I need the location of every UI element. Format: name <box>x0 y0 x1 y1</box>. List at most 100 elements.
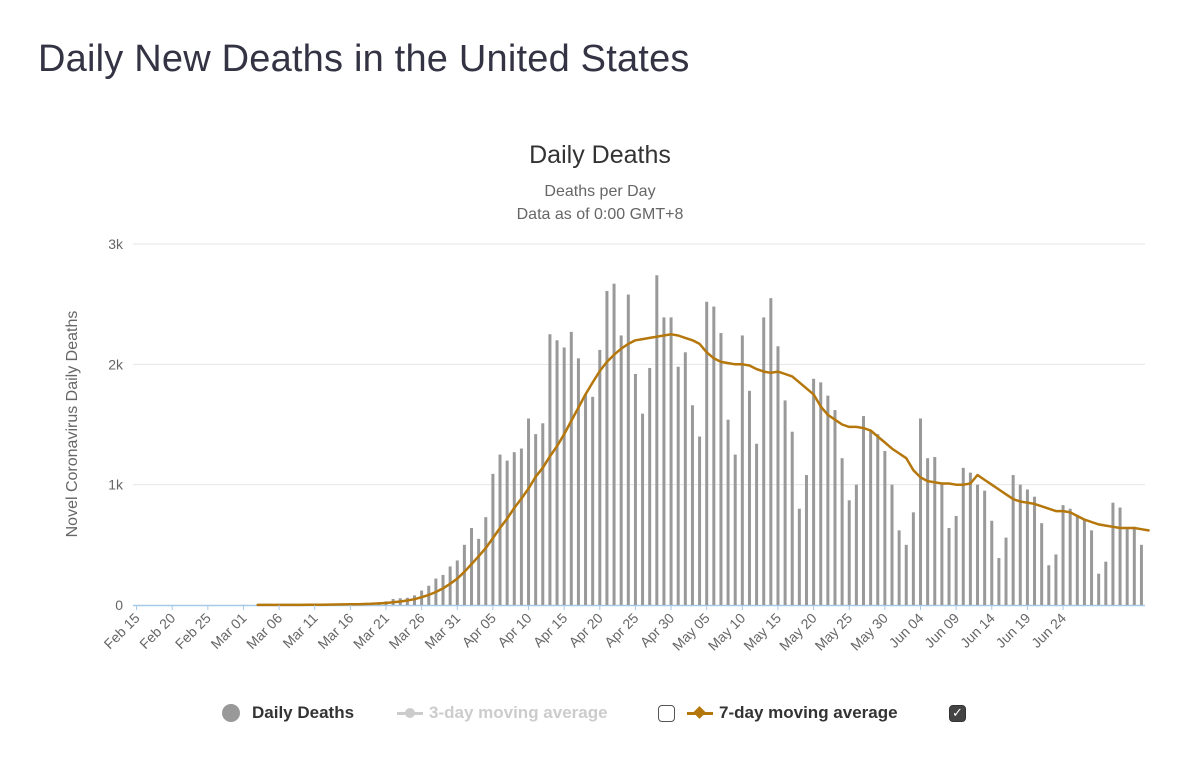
x-tick-label: Mar 31 <box>421 610 463 652</box>
bar-daily-deaths <box>726 419 730 605</box>
bar-daily-deaths <box>598 349 602 605</box>
bar-daily-deaths <box>876 434 880 605</box>
bar-daily-deaths <box>470 527 474 605</box>
x-tick-label: May 20 <box>776 610 820 654</box>
legend-item-3day-ma[interactable]: 3-day moving average <box>397 698 608 728</box>
legend-item-daily-deaths[interactable]: Daily Deaths <box>222 698 354 728</box>
bar-daily-deaths <box>626 294 630 605</box>
x-tick-label: Mar 01 <box>207 610 249 652</box>
legend-3day-ma-swatch <box>397 706 423 720</box>
legend-daily-deaths-swatch <box>222 704 240 722</box>
bar-daily-deaths <box>591 396 595 605</box>
legend-3day-ma-label: 3-day moving average <box>429 703 608 722</box>
bar-daily-deaths <box>534 434 538 605</box>
bar-daily-deaths <box>847 500 851 605</box>
bar-daily-deaths <box>519 448 523 605</box>
bar-daily-deaths <box>1082 519 1086 605</box>
bar-daily-deaths <box>904 544 908 605</box>
bar-daily-deaths <box>1068 508 1072 605</box>
bar-daily-deaths <box>1097 573 1101 605</box>
bar-daily-deaths <box>641 413 645 605</box>
legend-daily-deaths-label: Daily Deaths <box>252 703 355 722</box>
bar-daily-deaths <box>861 416 865 605</box>
bar-daily-deaths <box>698 436 702 605</box>
x-tick-label: Mar 16 <box>314 610 356 652</box>
chart-title: Daily Deaths <box>529 141 671 169</box>
y-axis-label: Novel Coronavirus Daily Deaths <box>64 311 81 538</box>
legend-item-7day-ma[interactable]: 7-day moving average <box>687 698 898 728</box>
bar-daily-deaths <box>890 484 894 605</box>
bar-daily-deaths <box>826 395 830 605</box>
bar-daily-deaths <box>762 317 766 605</box>
bar-daily-deaths <box>455 560 459 605</box>
bar-daily-deaths <box>1047 565 1051 605</box>
x-tick-label: Apr 05 <box>459 610 500 651</box>
x-tick-label: May 30 <box>847 610 891 654</box>
bar-daily-deaths <box>747 390 751 605</box>
x-tick-label: Apr 10 <box>494 610 535 651</box>
bar-daily-deaths <box>527 418 531 605</box>
bar-daily-deaths <box>569 331 573 605</box>
bar-daily-deaths <box>769 298 773 605</box>
bar-daily-deaths <box>740 335 744 605</box>
bar-daily-deaths <box>512 452 516 605</box>
bar-daily-deaths <box>1075 514 1079 605</box>
x-tick-label: Mar 26 <box>386 610 428 652</box>
bar-daily-deaths <box>976 484 980 605</box>
x-tick-label: Feb 15 <box>101 610 143 652</box>
bar-daily-deaths <box>669 317 673 605</box>
bar-daily-deaths <box>1018 484 1022 605</box>
x-tick-label: Mar 06 <box>243 610 285 652</box>
bar-daily-deaths <box>1033 496 1037 605</box>
bar-daily-deaths <box>854 484 858 605</box>
bar-daily-deaths <box>911 512 915 605</box>
bar-daily-deaths <box>462 544 466 605</box>
x-tick-label: May 25 <box>812 610 856 654</box>
bar-daily-deaths <box>997 558 1001 605</box>
bar-daily-deaths <box>783 400 787 605</box>
bar-daily-deaths <box>712 306 716 605</box>
bar-daily-deaths <box>648 367 652 605</box>
bar-daily-deaths <box>619 335 623 605</box>
bar-daily-deaths <box>655 275 659 605</box>
x-tick-label: Jun 04 <box>886 610 927 651</box>
bar-daily-deaths <box>1011 475 1015 605</box>
x-tick-label: Jun 09 <box>921 610 962 651</box>
bar-daily-deaths <box>633 373 637 605</box>
bar-daily-deaths <box>683 352 687 605</box>
bar-daily-deaths <box>840 458 844 605</box>
bar-daily-deaths <box>584 394 588 605</box>
x-tick-label: Apr 20 <box>565 610 606 651</box>
chart-subtitle-line-2: Data as of 0:00 GMT+8 <box>517 206 684 223</box>
bar-daily-deaths <box>804 475 808 605</box>
bar-daily-deaths <box>477 538 481 605</box>
x-tick-label: May 15 <box>740 610 784 654</box>
bar-daily-deaths <box>1061 505 1065 605</box>
bar-daily-deaths <box>1054 554 1058 605</box>
y-tick-label: 1k <box>108 477 124 493</box>
bar-daily-deaths <box>883 450 887 605</box>
bar-daily-deaths <box>612 283 616 605</box>
bar-daily-deaths <box>1025 489 1029 605</box>
bar-daily-deaths <box>833 410 837 605</box>
line-7day-moving-average <box>256 333 1150 607</box>
legend-7day-ma-swatch <box>687 706 713 720</box>
bar-daily-deaths <box>1104 561 1108 605</box>
bar-daily-deaths <box>947 527 951 605</box>
bar-daily-deaths <box>541 423 545 605</box>
checkbox-7day-ma[interactable]: ✓ <box>949 705 966 722</box>
bar-daily-deaths <box>1090 530 1094 605</box>
chart-legend: Daily Deaths 3-day moving average 7-day … <box>0 698 1200 728</box>
checkbox-3day-ma[interactable] <box>658 705 675 722</box>
y-tick-label: 0 <box>115 597 123 613</box>
bar-daily-deaths <box>1040 523 1044 605</box>
bar-daily-deaths <box>790 431 794 605</box>
bar-daily-deaths <box>940 483 944 605</box>
bar-daily-deaths <box>797 508 801 605</box>
bar-daily-deaths <box>733 454 737 605</box>
bar-daily-deaths <box>719 333 723 605</box>
bar-daily-deaths <box>555 340 559 605</box>
bar-daily-deaths <box>576 358 580 605</box>
bar-daily-deaths <box>505 460 509 605</box>
